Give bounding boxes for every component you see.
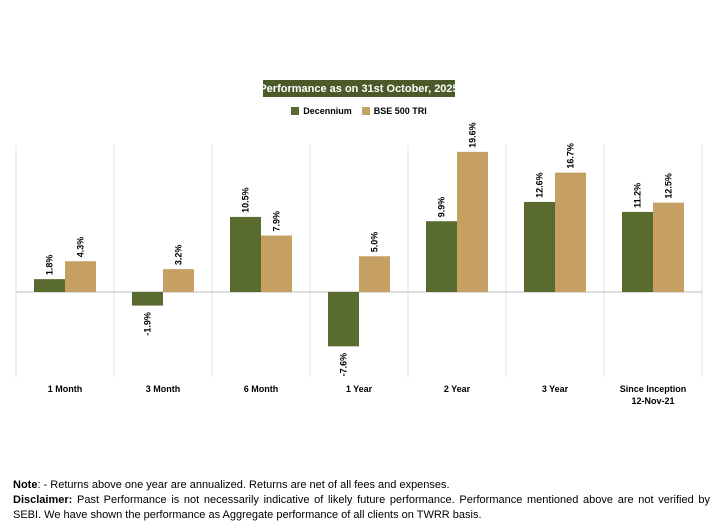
data-label-decennium-4: 9.9% bbox=[437, 197, 447, 218]
note-line: Note: - Returns above one year are annua… bbox=[13, 478, 710, 493]
legend-label-bse500: BSE 500 TRI bbox=[373, 106, 427, 116]
data-label-bse500-0: 4.3% bbox=[76, 237, 86, 258]
legend-swatch-bse500 bbox=[361, 107, 370, 115]
data-label-decennium-5: 12.6% bbox=[535, 172, 545, 198]
bar-decennium-1 bbox=[132, 292, 163, 306]
bar-decennium-0 bbox=[34, 279, 65, 292]
note-label: Note bbox=[13, 479, 38, 491]
category-label-5: 3 Year bbox=[542, 384, 569, 394]
bar-decennium-6 bbox=[622, 211, 653, 292]
data-label-decennium-3: -7.6% bbox=[339, 353, 349, 377]
data-label-decennium-1: -1.9% bbox=[143, 312, 153, 336]
bar-decennium-4 bbox=[426, 221, 457, 292]
legend: Decennium BSE 500 TRI bbox=[0, 104, 718, 118]
bar-bse500-4 bbox=[457, 151, 488, 292]
bar-bse500-0 bbox=[65, 261, 96, 292]
bar-decennium-3 bbox=[328, 292, 359, 347]
data-label-decennium-6: 11.2% bbox=[633, 183, 643, 208]
category-label-6: Since Inception bbox=[620, 384, 687, 394]
footnote: Note: - Returns above one year are annua… bbox=[13, 478, 710, 523]
category-label-0: 1 Month bbox=[48, 384, 83, 394]
bar-bse500-2 bbox=[261, 235, 292, 292]
data-label-bse500-2: 7.9% bbox=[272, 211, 282, 232]
legend-swatch-decennium bbox=[291, 107, 300, 115]
category-label-3: 1 Year bbox=[346, 384, 373, 394]
category-label-6: 12-Nov-21 bbox=[631, 396, 674, 406]
legend-label-decennium: Decennium bbox=[303, 106, 352, 116]
legend-entry-decennium: Decennium bbox=[291, 106, 352, 116]
disclaimer-label: Disclaimer: bbox=[13, 494, 73, 506]
note-text: : - Returns above one year are annualize… bbox=[37, 479, 450, 491]
bar-bse500-1 bbox=[163, 269, 194, 292]
legend-entry-bse500: BSE 500 TRI bbox=[361, 106, 427, 116]
data-label-bse500-3: 5.0% bbox=[370, 232, 380, 253]
category-label-1: 3 Month bbox=[146, 384, 181, 394]
bar-decennium-5 bbox=[524, 201, 555, 292]
bar-bse500-3 bbox=[359, 256, 390, 292]
bar-bse500-5 bbox=[555, 172, 586, 292]
data-label-bse500-6: 12.5% bbox=[664, 173, 674, 199]
data-label-bse500-1: 3.2% bbox=[174, 245, 184, 266]
chart-plot-area: 1.8% 4.3% 1 Month -1.9% 3.2% 3 Month 10.5% 7.9%… bbox=[15, 122, 703, 406]
category-label-2: 6 Month bbox=[244, 384, 279, 394]
data-label-bse500-5: 16.7% bbox=[566, 143, 576, 169]
data-label-bse500-4: 19.6% bbox=[468, 122, 478, 148]
bar-bse500-6 bbox=[653, 202, 684, 292]
data-label-decennium-0: 1.8% bbox=[45, 255, 55, 276]
data-label-decennium-2: 10.5% bbox=[241, 187, 251, 213]
disclaimer-line: Disclaimer: Past Performance is not nece… bbox=[13, 493, 710, 523]
chart-title: Performance as on 31st October, 2025 bbox=[259, 80, 459, 97]
category-label-4: 2 Year bbox=[444, 384, 471, 394]
bar-decennium-2 bbox=[230, 216, 261, 292]
disclaimer-text: Past Performance is not necessarily indi… bbox=[13, 494, 710, 521]
